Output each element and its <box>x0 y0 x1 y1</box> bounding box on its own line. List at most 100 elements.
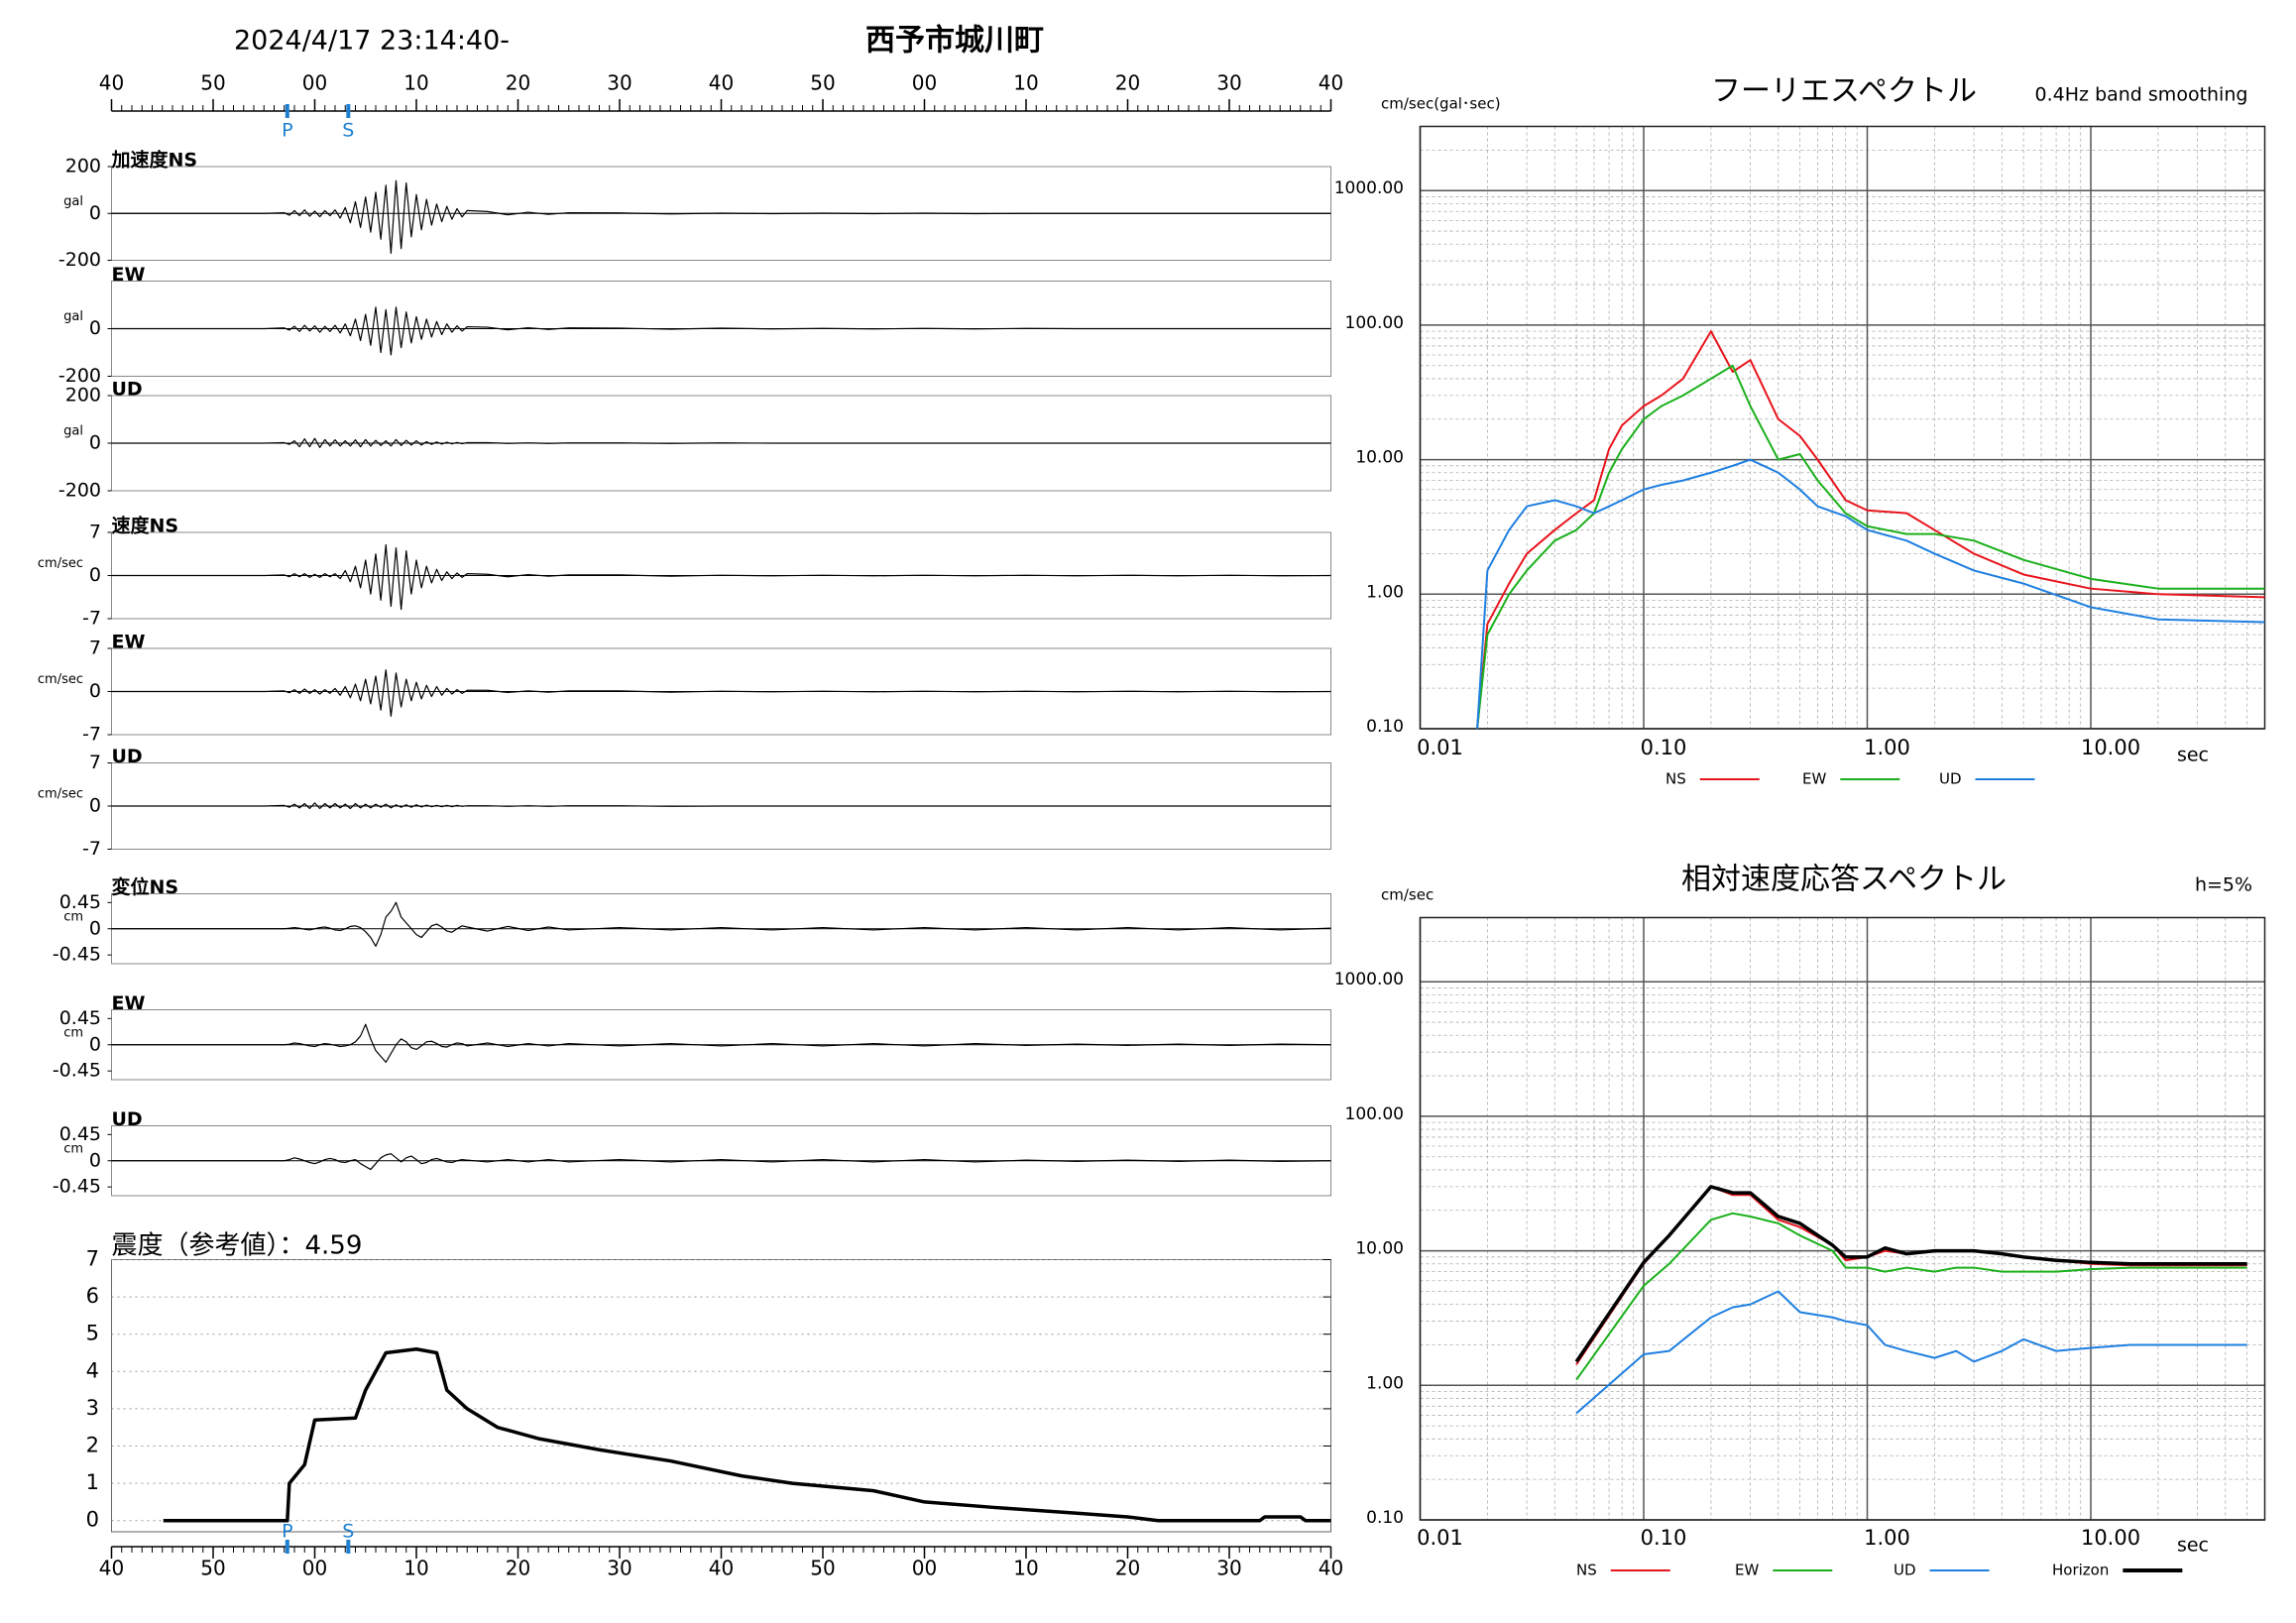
chart-subtitle: h=5% <box>2195 874 2252 896</box>
legend-label: EW <box>1802 770 1826 788</box>
waveform-trace <box>111 543 1331 611</box>
x-tick-label: 30 <box>1216 71 1241 95</box>
y-tick-label: -7 <box>82 608 101 630</box>
legend-label: EW <box>1735 1562 1759 1579</box>
legend-label: NS <box>1576 1562 1597 1579</box>
chart-title: フーリエスペクトル <box>1711 74 1977 109</box>
waveform-trace <box>111 179 1331 255</box>
x-tick-label: 40 <box>99 1557 124 1580</box>
y-tick-label: 100.00 <box>1345 313 1404 333</box>
x-tick-label: 10 <box>1013 1557 1038 1580</box>
unit-label: cm/sec <box>38 672 83 687</box>
panel-frame <box>111 1259 1331 1533</box>
y-tick-label: 0.10 <box>1366 717 1404 737</box>
panel-name: 加速度NS <box>111 149 198 172</box>
x-tick-label: 20 <box>1115 71 1140 95</box>
y-tick-label: 0 <box>89 564 101 586</box>
y-tick-label: 6 <box>86 1284 99 1308</box>
x-tick-label: 20 <box>506 71 530 95</box>
intensity-title: 震度（参考値）：4.59 <box>112 1231 363 1261</box>
x-axis-label: sec <box>2177 1535 2209 1557</box>
unit-label: cm <box>63 909 83 924</box>
y-tick-label: 0 <box>86 1508 99 1532</box>
spectrum-line <box>1476 330 2265 730</box>
x-tick-label: 30 <box>607 1557 631 1580</box>
spectrum-line <box>1575 1212 2247 1381</box>
plot-frame <box>1419 916 2266 1521</box>
x-tick-label: 10 <box>403 1557 428 1580</box>
y-tick-label: -200 <box>58 480 101 502</box>
panel-name: UD <box>112 1108 143 1130</box>
panel-name: EW <box>112 264 146 286</box>
unit-label: gal <box>63 309 83 324</box>
chart-title: 相対速度応答スペクトル <box>1681 863 2007 897</box>
y-tick-label: 0.45 <box>59 1123 101 1145</box>
station-name: 西予市城川町 <box>865 24 1044 58</box>
y-tick-label: 0 <box>89 1149 101 1171</box>
y-tick-label: 5 <box>86 1322 99 1345</box>
x-tick-label: 50 <box>200 1557 225 1580</box>
y-tick-label: 0.45 <box>59 1007 101 1029</box>
waveform-trace <box>111 1153 1331 1171</box>
y-tick-label: 3 <box>86 1396 99 1420</box>
waveform-trace <box>111 437 1331 448</box>
panel-name: 変位NS <box>112 875 179 898</box>
y-tick-label: 200 <box>65 156 101 177</box>
unit-label: gal <box>63 194 83 209</box>
y-tick-label: 0 <box>89 795 101 817</box>
waveform-trace <box>111 901 1331 947</box>
y-tick-label: 1 <box>86 1470 99 1494</box>
x-tick-label: 10.00 <box>2081 1526 2140 1550</box>
spectrum-line <box>1476 364 2265 730</box>
x-tick-label: 00 <box>302 71 327 95</box>
x-tick-label: 20 <box>506 1557 530 1580</box>
legend-label: Horizon <box>2052 1562 2109 1579</box>
y-tick-label: 7 <box>86 1247 99 1271</box>
y-tick-label: 0 <box>89 317 101 339</box>
x-tick-label: 20 <box>1115 1557 1140 1580</box>
panel-name: 速度NS <box>112 515 179 537</box>
x-tick-label: 0.01 <box>1417 1526 1463 1550</box>
x-tick-label: 30 <box>1216 1557 1241 1580</box>
y-tick-label: 7 <box>89 638 101 659</box>
x-tick-label: 00 <box>912 1557 937 1580</box>
x-tick-label: 50 <box>810 71 835 95</box>
x-tick-label: 40 <box>1319 71 1343 95</box>
x-tick-label: 40 <box>709 1557 734 1580</box>
x-tick-label: 0.10 <box>1641 736 1687 759</box>
phase-label: S <box>342 1521 354 1543</box>
y-tick-label: 2 <box>86 1434 99 1457</box>
y-axis-label: cm/sec <box>1381 886 1434 904</box>
y-tick-label: -200 <box>58 365 101 387</box>
waveform-trace <box>111 1023 1331 1063</box>
y-tick-label: -7 <box>82 838 101 860</box>
intensity-line <box>163 1347 1331 1523</box>
y-tick-label: 0 <box>89 432 101 454</box>
y-tick-label: 7 <box>89 522 101 543</box>
y-tick-label: 0.10 <box>1366 1508 1404 1528</box>
unit-label: cm <box>63 1025 83 1040</box>
unit-label: cm/sec <box>38 787 83 802</box>
waveform-trace <box>111 669 1331 717</box>
x-axis-label: sec <box>2177 745 2209 766</box>
datetime: 2024/4/17 23:14:40- <box>234 26 510 57</box>
plot-frame <box>1419 125 2266 730</box>
y-tick-label: 0 <box>89 202 101 224</box>
y-tick-label: 0 <box>89 680 101 702</box>
waveform-trace <box>111 802 1331 810</box>
x-tick-label: 0.10 <box>1641 1526 1687 1550</box>
y-tick-label: 4 <box>86 1358 99 1382</box>
y-tick-label: 100.00 <box>1345 1104 1404 1124</box>
x-tick-label: 50 <box>810 1557 835 1580</box>
phase-label: P <box>282 1521 292 1543</box>
panel-name: EW <box>112 992 146 1014</box>
waveform-trace <box>111 306 1331 356</box>
y-tick-label: -200 <box>58 249 101 271</box>
y-tick-label: 0 <box>89 1033 101 1055</box>
panel-name: UD <box>112 379 143 401</box>
legend-label: NS <box>1665 770 1686 788</box>
unit-label: cm <box>63 1141 83 1156</box>
x-tick-label: 0.01 <box>1417 736 1463 759</box>
y-tick-label: 0.45 <box>59 891 101 913</box>
x-tick-label: 00 <box>302 1557 327 1580</box>
